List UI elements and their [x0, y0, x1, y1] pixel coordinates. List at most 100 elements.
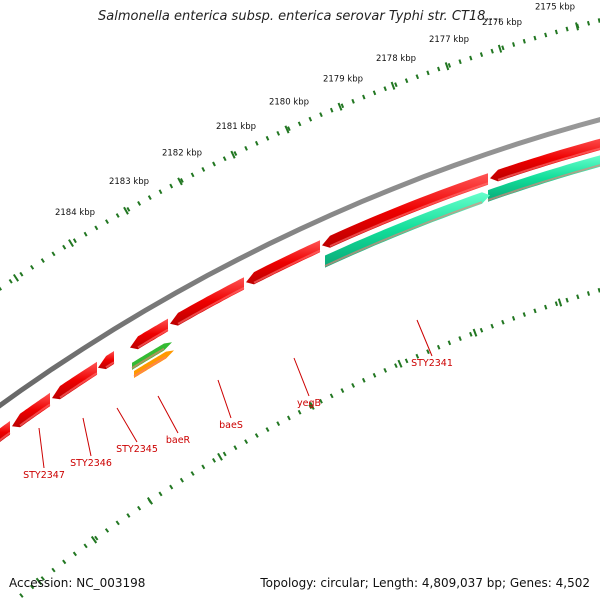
outer-tick [404, 78, 409, 84]
inner-tick [511, 315, 516, 321]
outer-tick [158, 189, 163, 195]
inner-tick [544, 304, 548, 310]
genome-backbone [0, 117, 600, 409]
gene-red-shade [0, 431, 11, 442]
inner-tick [404, 358, 409, 364]
outer-tick [351, 98, 355, 104]
inner-tick [126, 513, 131, 518]
outer-tick [169, 183, 174, 189]
inner-tick [565, 297, 569, 303]
kbp-tick-label: 2178 kbp [376, 54, 416, 64]
accession-text: Accession: NC_003198 [9, 576, 146, 590]
outer-tick [62, 244, 67, 250]
outer-tick [447, 62, 452, 68]
gene-label: STY2341 [411, 358, 453, 369]
inner-tick [179, 477, 184, 483]
gene-red [246, 240, 320, 285]
gene-label: baeS [219, 420, 243, 431]
outer-tick-major [444, 62, 450, 71]
gene-label-leader [157, 395, 179, 434]
outer-tick [554, 29, 558, 35]
inner-tick-major [35, 577, 43, 586]
inner-tick-major [472, 328, 478, 337]
inner-tick [222, 451, 227, 457]
outer-tick [115, 213, 120, 218]
outer-tick-major [68, 239, 74, 248]
outer-tick [565, 26, 569, 32]
outer-tick [297, 121, 302, 127]
outer-tick [340, 103, 345, 109]
inner-tick [212, 457, 216, 463]
inner-tick [137, 505, 142, 511]
map-title: Salmonella enterica subsp. enterica sero… [98, 9, 502, 24]
outer-tick [383, 86, 387, 92]
outer-tick [458, 59, 462, 65]
gene-red [170, 277, 244, 326]
gene-label-leader [116, 407, 138, 443]
inner-tick [83, 543, 88, 549]
inner-tick [190, 471, 195, 476]
genome-summary-text: Topology: circular; Length: 4,809,037 bp… [260, 576, 590, 590]
outer-tick [437, 66, 441, 72]
outer-tick [287, 126, 291, 132]
inner-tick [104, 528, 110, 533]
outer-tick [222, 156, 227, 162]
outer-tick-major [123, 206, 129, 215]
outer-tick [19, 271, 24, 277]
inner-tick-major [146, 497, 154, 505]
outer-tick [8, 278, 13, 284]
kbp-tick-label: 2177 kbp [429, 35, 469, 45]
gene-teal-shade [487, 164, 600, 202]
outer-tick-major [337, 102, 343, 111]
outer-tick [233, 151, 238, 156]
outer-tick [586, 20, 591, 26]
kbp-tick-label: 2181 kbp [216, 122, 256, 132]
inner-tick-major [217, 452, 223, 461]
inner-tick [169, 484, 174, 490]
outer-tick [308, 116, 313, 122]
outer-tick [512, 42, 516, 47]
inner-tick [479, 327, 484, 333]
kbp-tick-label: 2180 kbp [269, 98, 309, 108]
coordinate-ticks [0, 18, 600, 604]
outer-tick [276, 130, 281, 136]
gene-label-leader [38, 427, 45, 469]
inner-tick [19, 593, 24, 598]
gene-red-shade [497, 147, 600, 181]
inner-tick [297, 409, 302, 415]
outer-tick-major [390, 81, 396, 90]
inner-tick [490, 323, 494, 329]
gene-label: STY2347 [23, 470, 65, 481]
outer-tick [30, 264, 35, 270]
outer-tick [544, 32, 548, 38]
inner-tick [265, 427, 270, 432]
outer-tick-major [12, 273, 20, 282]
outer-tick [180, 178, 184, 183]
outer-tick [362, 94, 366, 100]
kbp-tick-label: 2183 kbp [109, 177, 149, 187]
gene-label-leader [293, 357, 310, 397]
inner-tick [447, 340, 452, 346]
inner-tick [40, 576, 45, 581]
kbp-tick-label: 2176 kbp [482, 18, 522, 28]
gene-label-leader [416, 319, 433, 357]
gene-red [0, 421, 10, 442]
backbone-line [0, 117, 600, 409]
inner-tick [351, 382, 355, 388]
gene-labels: STY2341 yegB baeS baeR STY2345 STY2346 STY2347 [23, 319, 453, 481]
gene-red [52, 361, 97, 400]
outer-tick [522, 38, 526, 44]
gene-label-leader [82, 417, 92, 457]
inner-tick [458, 336, 462, 341]
inner-tick [233, 445, 238, 451]
inner-tick [394, 363, 398, 369]
outer-tick [105, 219, 109, 225]
outer-tick [533, 35, 537, 41]
inner-tick [501, 319, 505, 325]
inner-tick [554, 301, 559, 307]
gene-red-shade [329, 182, 489, 248]
inner-tick [340, 388, 345, 394]
outer-tick-major [497, 44, 503, 53]
inner-tick [372, 372, 377, 378]
gene-teal-shade [324, 201, 483, 267]
